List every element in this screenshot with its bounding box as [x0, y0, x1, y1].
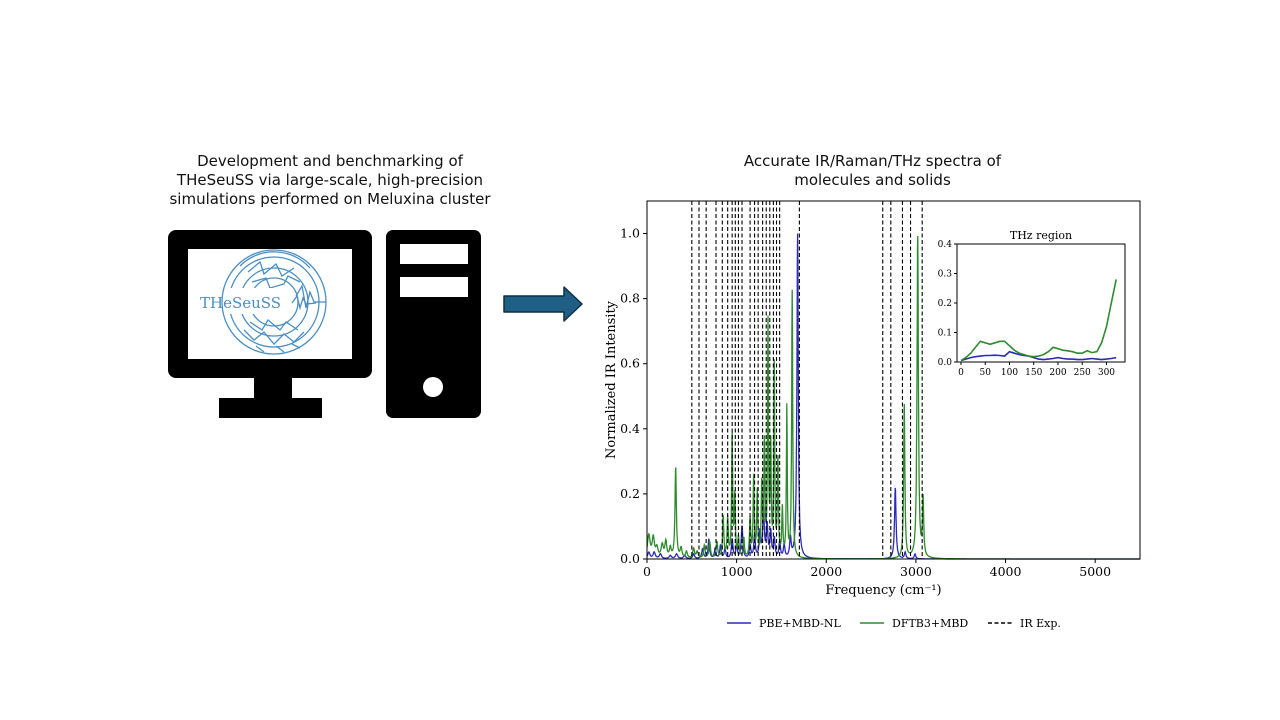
- legend-label-2: IR Exp.: [1020, 617, 1061, 630]
- inset-background: [937, 226, 1133, 384]
- y-tick-label: 0.2: [620, 486, 640, 501]
- inset-y-tick-label: 0.1: [938, 329, 952, 339]
- right-heading-line-2: molecules and solids: [794, 171, 951, 189]
- chart-legend: PBE+MBD-NL DFTB3+MBD IR Exp.: [727, 617, 1061, 630]
- right-panel-heading: Accurate IR/Raman/THz spectra of molecul…: [700, 152, 1045, 190]
- right-arrow-icon: [503, 286, 583, 322]
- inset-y-tick-label: 0.4: [938, 240, 953, 250]
- inset-y-tick-label: 0.0: [938, 358, 953, 368]
- inset-x-tick-label: 250: [1074, 368, 1091, 378]
- inset-x-tick-label: 0: [958, 368, 964, 378]
- y-tick-label: 0.6: [620, 356, 640, 371]
- x-tick-label: 4000: [990, 564, 1022, 579]
- legend-label-0: PBE+MBD-NL: [759, 617, 841, 630]
- left-heading-line-2: THeSeuSS via large-scale, high-precision: [176, 171, 484, 189]
- x-tick-label: 3000: [900, 564, 932, 579]
- inset-x-tick-label: 100: [1001, 368, 1018, 378]
- y-tick-label: 0.8: [620, 291, 640, 306]
- computer-tower-icon: [386, 230, 481, 418]
- plot-frame: [646, 200, 1141, 560]
- left-panel-heading: Development and benchmarking of THeSeuSS…: [160, 152, 500, 209]
- thz-inset-plot: 0 50 100 150 200 250 300 0.0 0.1 0.2 0.3 0.4 THz reg…: [937, 226, 1133, 384]
- y-tick-label: 1.0: [620, 226, 640, 241]
- inset-x-tick-label: 200: [1049, 368, 1066, 378]
- ir-spectrum-chart: 0 1000 2000 3000 4000 50000.00.20.40.60.81.0F…: [604, 200, 1141, 630]
- inset-x-tick-label: 50: [980, 368, 992, 378]
- theseuss-logo-text: THeSeuSS: [200, 294, 281, 312]
- inset-series-line-0: [960, 350, 1117, 362]
- x-tick-label: 2000: [810, 564, 842, 579]
- legend-label-1: DFTB3+MBD: [892, 617, 968, 630]
- y-tick-label: 0.0: [620, 551, 640, 566]
- main-plot-marks: 0 1000 2000 3000 4000 50000.00.20.40.60.81.0F…: [604, 200, 1141, 598]
- inset-title: THz region: [1010, 229, 1072, 242]
- monitor-icon: [168, 230, 372, 418]
- y-tick-label: 0.4: [620, 421, 640, 436]
- inset-x-tick-label: 150: [1025, 368, 1042, 378]
- left-heading-line-1: Development and benchmarking of: [197, 152, 463, 170]
- computer-illustration: THeSeuSS: [168, 230, 481, 418]
- x-axis-label: Frequency (cm⁻¹): [825, 583, 941, 598]
- theseuss-logo-icon: [221, 249, 327, 355]
- right-heading-line-1: Accurate IR/Raman/THz spectra of: [743, 152, 1002, 170]
- inset-y-tick-label: 0.2: [938, 299, 952, 309]
- inset-x-tick-label: 300: [1098, 368, 1115, 378]
- x-tick-label: 0: [643, 564, 651, 579]
- y-axis-label: Normalized IR Intensity: [604, 300, 619, 459]
- x-tick-label: 1000: [721, 564, 753, 579]
- inset-series-line-1: [960, 279, 1117, 362]
- x-tick-label: 5000: [1079, 564, 1111, 579]
- left-heading-line-3: simulations performed on Meluxina cluste…: [169, 190, 491, 208]
- inset-y-tick-label: 0.3: [938, 270, 953, 280]
